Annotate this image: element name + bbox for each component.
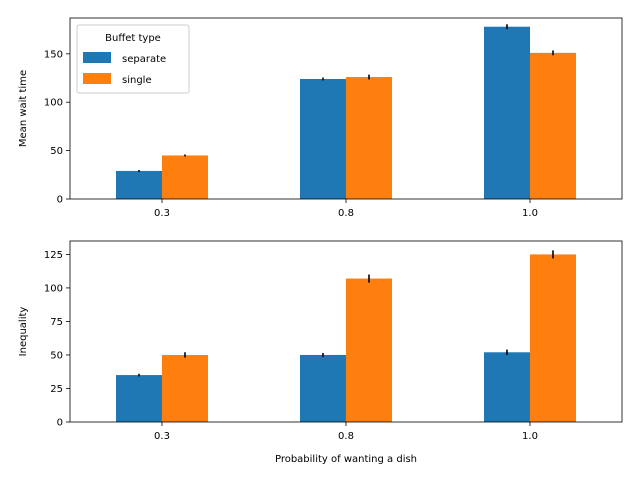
- legend-swatch-separate: [83, 52, 111, 63]
- y-tick-label: 150: [44, 49, 63, 60]
- legend-title: Buffet type: [105, 33, 161, 44]
- y-axis-label-inequality: Inequality: [18, 307, 29, 357]
- bar-single-0.3: [162, 155, 208, 199]
- x-axis-label: Probability of wanting a dish: [275, 454, 417, 465]
- bar-separate-1.0: [484, 352, 530, 422]
- bar-separate-0.8: [300, 354, 346, 422]
- plot-area: 0.3 0.8 1.0 0 25 50 75 100 125: [44, 240, 623, 442]
- x-tick-label: 0.3: [154, 208, 170, 219]
- x-tick-label: 0.8: [338, 431, 354, 442]
- y-tick-label: 0: [57, 195, 63, 206]
- bar-single-0.8: [346, 77, 392, 199]
- inequality-panel: 0.3 0.8 1.0 0 25 50 75 100 125 Inequality Probab…: [18, 240, 623, 465]
- y-tick-label: 25: [50, 384, 63, 395]
- y-axis-label-wait-time: Mean wait time: [18, 70, 29, 147]
- y-tick-label: 125: [44, 250, 63, 261]
- legend: Buffet type separate single: [76, 24, 190, 94]
- axes-frame: [69, 240, 623, 423]
- x-tick-label: 0.8: [338, 208, 354, 219]
- axes-frame: [69, 17, 623, 200]
- y-tick-label: 100: [44, 98, 63, 109]
- bar-separate-0.3: [116, 375, 162, 422]
- bar-single-0.3: [162, 354, 208, 422]
- legend-label-single: single: [122, 75, 152, 86]
- y-tick-label: 50: [50, 146, 63, 157]
- bar-single-1.0: [530, 254, 576, 422]
- bar-separate-1.0: [484, 26, 530, 200]
- legend-swatch-single: [83, 73, 111, 84]
- wait-time-panel: 0.3 0.8 1.0 0 50 100 150 Mean wait time Buffet…: [18, 17, 623, 219]
- x-tick-label: 1.0: [522, 208, 538, 219]
- bar-separate-0.3: [116, 170, 162, 199]
- y-tick-label: 50: [50, 350, 63, 361]
- x-tick-label: 0.3: [154, 431, 170, 442]
- bar-single-0.8: [346, 278, 392, 422]
- bar-separate-0.8: [300, 78, 346, 199]
- y-tick-label: 75: [50, 317, 63, 328]
- plot-area: 0.3 0.8 1.0 0 50 100 150: [44, 17, 623, 219]
- y-tick-label: 0: [57, 418, 63, 429]
- legend-label-separate: separate: [122, 54, 166, 65]
- y-tick-label: 100: [44, 283, 63, 294]
- x-tick-label: 1.0: [522, 431, 538, 442]
- bar-single-1.0: [530, 52, 576, 199]
